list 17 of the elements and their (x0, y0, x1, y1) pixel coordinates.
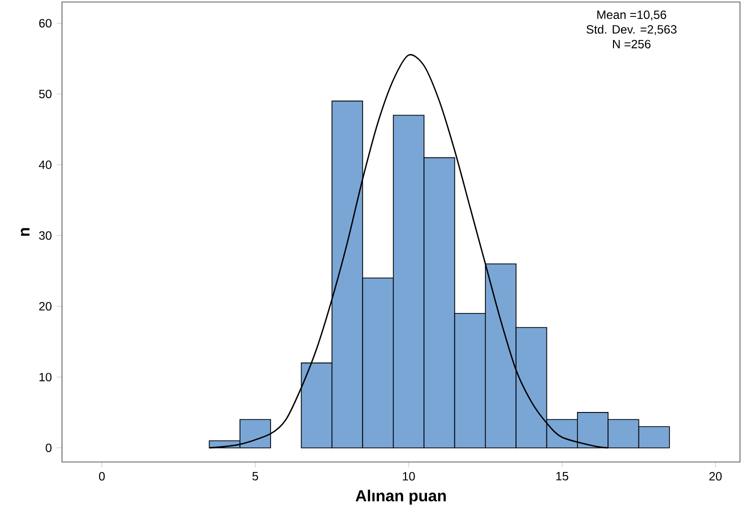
annotation: N =256 (612, 40, 650, 48)
x-tick-label: 20 (709, 472, 722, 481)
y-tick-label: 0 (46, 444, 52, 452)
x-tick-label: 0 (99, 472, 105, 481)
y-tick-label: 60 (39, 18, 52, 28)
x-axis-title: Alınan puan (356, 490, 446, 505)
annotation: Std. Dev. =2,563 (586, 24, 677, 36)
y-tick-label: 40 (38, 160, 52, 170)
y-tick-label: 20 (39, 302, 52, 311)
y-axis-title: n (20, 228, 30, 236)
x-tick-label: 5 (252, 472, 258, 480)
y-tick-label: 50 (39, 90, 52, 98)
x-tick-label: 10 (402, 472, 415, 481)
y-tick-label: 10 (40, 372, 52, 382)
annotation: Mean =10,56 (597, 10, 666, 20)
x-tick-label: 15 (556, 472, 568, 480)
y-tick-label: 30 (39, 231, 52, 240)
